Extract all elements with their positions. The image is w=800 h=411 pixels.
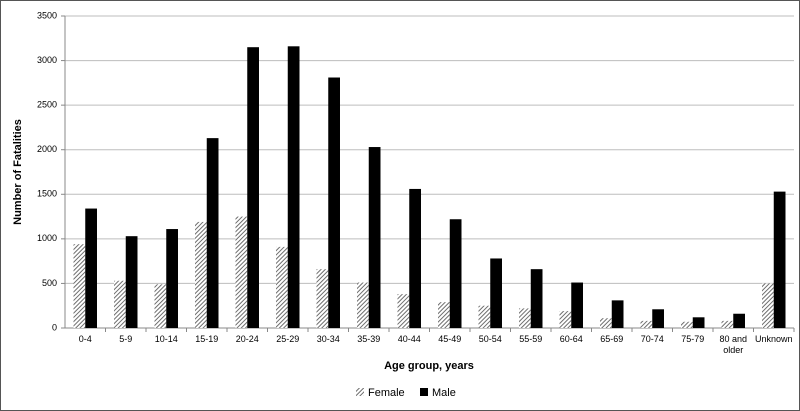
legend-label: Female [368, 387, 405, 399]
x-tick-label-box: 10-14 [154, 334, 178, 344]
bar [287, 46, 300, 329]
bar [166, 229, 178, 328]
x-tick-label: 30-34 [316, 334, 340, 344]
x-tick-label-box: 30-34 [316, 334, 340, 344]
x-tick-label: 10-14 [154, 334, 178, 344]
bar [73, 244, 86, 328]
bar [559, 311, 572, 328]
bar [449, 219, 462, 328]
x-tick-label: 80 and older [719, 334, 748, 355]
x-tick-label-box: 65-69 [600, 334, 624, 344]
bar [114, 280, 126, 328]
bar [600, 318, 612, 328]
x-tick-label: 15-19 [195, 334, 219, 344]
bar [247, 47, 259, 328]
x-tick-label-box: 35-39 [357, 334, 381, 344]
x-tick-label: 40-44 [397, 334, 421, 344]
x-tick-label: 25-29 [276, 334, 300, 344]
bar [235, 216, 248, 328]
x-tick-label: 55-59 [519, 334, 543, 344]
bar [397, 294, 410, 328]
bar [652, 309, 664, 328]
bar [357, 282, 369, 328]
x-tick-label-box: 70-74 [640, 334, 664, 344]
x-tick-label-box: 55-59 [519, 334, 543, 344]
bar [368, 147, 381, 328]
bar [328, 77, 340, 328]
y-axis-title: Number of Fatalities [12, 119, 24, 225]
y-tick-label: 2500 [37, 100, 57, 110]
bar [409, 188, 421, 328]
x-tick-label-box: 25-29 [276, 334, 300, 344]
x-tick-label-box: 75-79 [681, 334, 705, 344]
y-tick-label: 500 [42, 278, 57, 288]
legend-swatch [420, 388, 428, 396]
bar [762, 283, 774, 328]
x-tick-label-box: 20-24 [235, 334, 259, 344]
x-tick-label-box: 45-49 [438, 334, 462, 344]
x-tick-label: 35-39 [357, 334, 381, 344]
bar [195, 221, 207, 328]
y-tick-label: 1000 [37, 233, 57, 243]
x-tick-label-box: 40-44 [397, 334, 421, 344]
y-tick-label: 0 [52, 322, 57, 332]
y-tick-label: 1500 [37, 189, 57, 199]
bar [85, 208, 97, 328]
x-tick-label: 5-9 [119, 334, 133, 344]
x-tick-label-box: 80 and older [719, 334, 748, 355]
legend-label: Male [432, 387, 456, 399]
x-axis-title: Age group, years [384, 360, 474, 372]
x-tick-label-box: 60-64 [559, 334, 583, 344]
x-tick-label: Unknown [754, 334, 793, 344]
bar [478, 305, 491, 328]
bar [692, 317, 705, 328]
legend-swatch [356, 388, 364, 396]
bar [519, 308, 531, 328]
bar [681, 321, 693, 328]
bar [530, 269, 543, 328]
x-tick-label: 50-54 [478, 334, 502, 344]
bar [125, 236, 138, 328]
bar [206, 138, 219, 328]
x-tick-label: 45-49 [438, 334, 462, 344]
x-tick-label-box: 50-54 [478, 334, 502, 344]
x-tick-label: 75-79 [681, 334, 705, 344]
x-tick-label: 65-69 [600, 334, 624, 344]
y-tick-label: 3500 [37, 10, 57, 20]
bar [640, 320, 653, 328]
bar [316, 269, 329, 328]
x-tick-label: 0-4 [78, 334, 92, 344]
bar [773, 191, 786, 328]
bar [611, 300, 624, 328]
bar [276, 246, 288, 328]
x-tick-label: 20-24 [235, 334, 259, 344]
bar [571, 282, 583, 328]
bar [721, 320, 734, 328]
bar [154, 284, 167, 328]
x-tick-label: 60-64 [559, 334, 583, 344]
x-tick-label-box: 15-19 [195, 334, 219, 344]
x-tick-label-box: 5-9 [119, 334, 133, 344]
x-tick-label-box: 0-4 [78, 334, 92, 344]
bar [733, 313, 745, 328]
bar [438, 302, 450, 328]
y-tick-label: 2000 [37, 144, 57, 154]
x-tick-label: 70-74 [640, 334, 664, 344]
x-tick-label-box: Unknown [754, 334, 793, 344]
y-tick-label: 3000 [37, 55, 57, 65]
bar [490, 258, 502, 328]
